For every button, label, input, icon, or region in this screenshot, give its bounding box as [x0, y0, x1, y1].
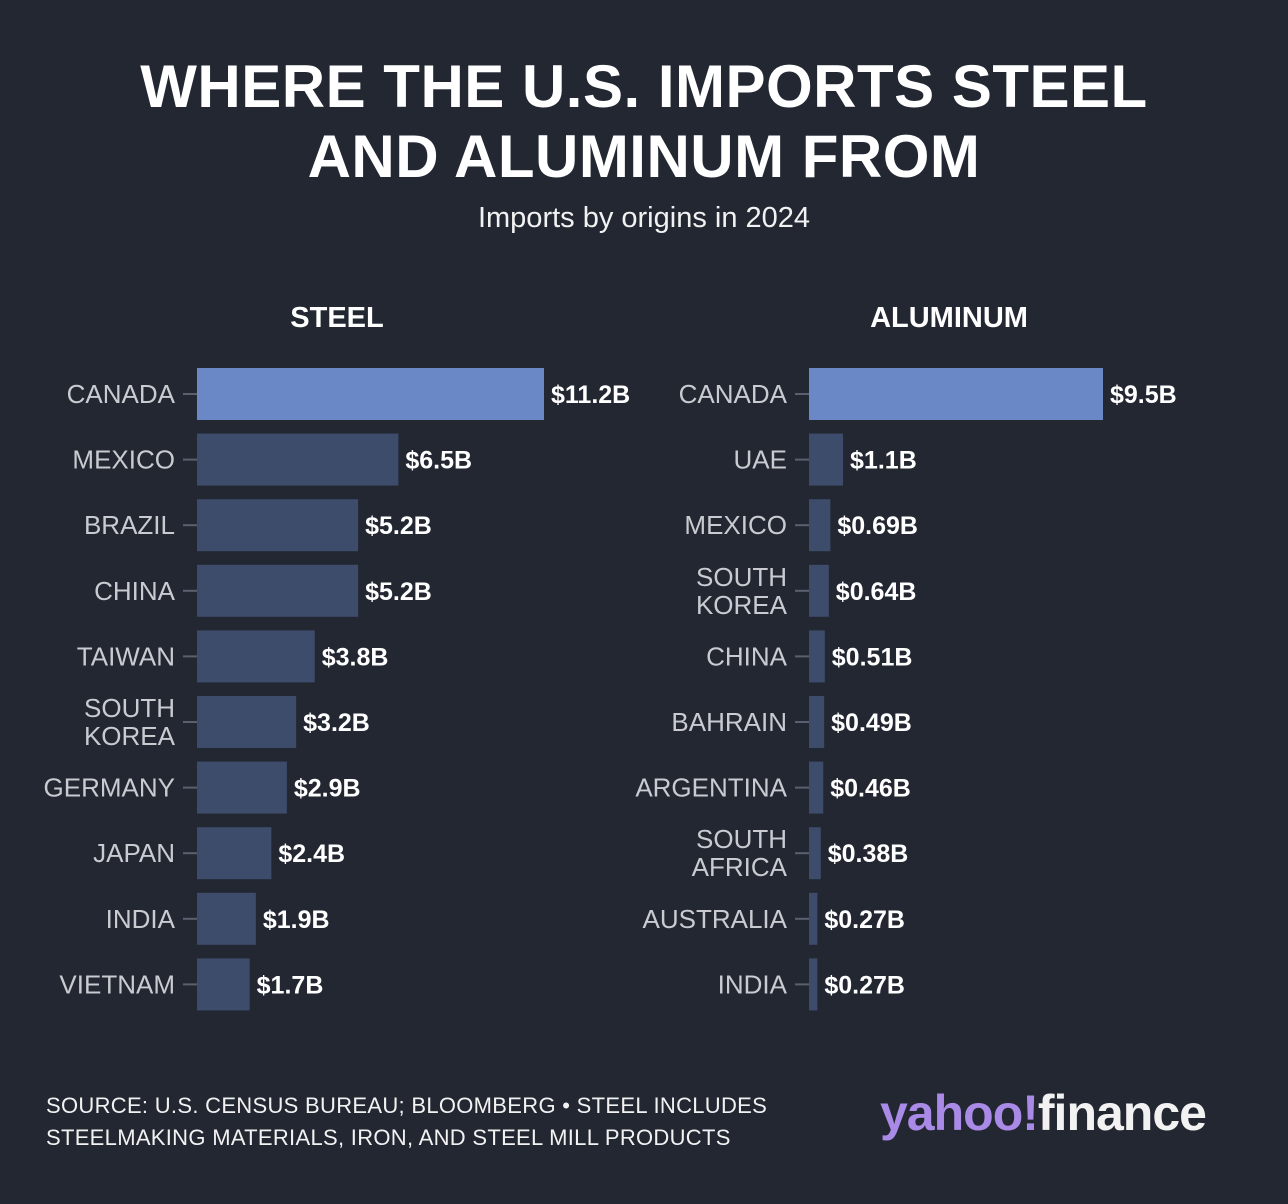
steel-value-label: $11.2B — [551, 381, 630, 409]
steel-category-label: SOUTH KOREA — [84, 693, 176, 751]
aluminum-category-label: AUSTRALIA — [643, 904, 788, 934]
steel-category-label: VIETNAM — [59, 969, 175, 999]
steel-category-label: CANADA — [67, 379, 176, 409]
steel-bar-brazil — [197, 499, 359, 552]
aluminum-category-label: UAE — [734, 445, 787, 475]
steel-value-label: $1.7B — [257, 971, 324, 999]
steel-bar-canada — [197, 368, 544, 420]
chart-title: WHERE THE U.S. IMPORTS STEEL AND ALUMINU… — [0, 52, 1288, 192]
steel-category-label: GERMANY — [44, 773, 175, 803]
aluminum-value-label: $0.27B — [824, 971, 905, 999]
logo-yahoo: yahoo! — [880, 1085, 1039, 1141]
steel-bar-vietnam — [197, 958, 250, 1011]
steel-bar-japan — [197, 827, 272, 880]
steel-value-label: $6.5B — [405, 447, 472, 475]
steel-category-label: INDIA — [106, 904, 176, 934]
aluminum-value-label: $9.5B — [1110, 381, 1177, 409]
aluminum-bar-india — [809, 958, 818, 1011]
steel-category-label: CHINA — [94, 576, 176, 606]
aluminum-value-label: $0.51B — [832, 643, 913, 671]
steel-bar-south-korea — [197, 696, 297, 748]
steel-category-label: BRAZIL — [84, 510, 175, 540]
aluminum-panel-title: ALUMINUM — [870, 302, 1028, 334]
aluminum-category-label: SOUTH KOREA — [696, 562, 788, 620]
steel-bar-india — [197, 892, 256, 945]
aluminum-bar-uae — [809, 433, 844, 486]
yahoo-finance-logo: yahoo!finance — [880, 1084, 1207, 1142]
steel-value-label: $2.9B — [294, 775, 361, 803]
aluminum-category-label: ARGENTINA — [635, 773, 787, 803]
bar-charts: CANADA $11.2B MEXICO $6.5B BRAZIL $5.2B CHINA $… — [44, 368, 1177, 1011]
source-line-2: STEELMAKING MATERIALS, IRON, AND STEEL M… — [46, 1125, 731, 1150]
chart-subtitle: Imports by origins in 2024 — [477, 202, 811, 234]
steel-value-label: $5.2B — [365, 578, 432, 606]
aluminum-category-label: BAHRAIN — [671, 707, 787, 737]
aluminum-value-label: $0.46B — [830, 775, 911, 803]
steel-value-label: $1.9B — [263, 906, 330, 934]
aluminum-bar-australia — [809, 892, 818, 945]
aluminum-category-label: MEXICO — [684, 510, 787, 540]
aluminum-category-label: CHINA — [706, 641, 788, 671]
steel-value-label: $2.4B — [278, 840, 345, 868]
aluminum-value-label: $0.27B — [824, 906, 905, 934]
aluminum-bar-canada — [809, 368, 1103, 420]
title-line-1: WHERE THE U.S. IMPORTS STEEL — [140, 53, 1148, 120]
steel-value-label: $3.8B — [322, 643, 389, 671]
aluminum-bar-mexico — [809, 499, 831, 552]
title-line-2: AND ALUMINUM FROM — [307, 123, 981, 190]
aluminum-bar-south-korea — [809, 564, 829, 617]
steel-bar-taiwan — [197, 630, 315, 683]
steel-bar-germany — [197, 761, 287, 814]
aluminum-bar-china — [809, 630, 825, 683]
aluminum-value-label: $0.64B — [836, 578, 917, 606]
aluminum-category-label: SOUTH AFRICA — [692, 824, 788, 882]
logo-finance: finance — [1037, 1085, 1207, 1141]
steel-category-label: TAIWAN — [77, 641, 175, 671]
aluminum-category-label: CANADA — [679, 379, 788, 409]
aluminum-value-label: $1.1B — [850, 447, 917, 475]
aluminum-bar-bahrain — [809, 696, 825, 748]
steel-value-label: $5.2B — [365, 512, 432, 540]
steel-bar-mexico — [197, 433, 399, 486]
steel-bar-china — [197, 564, 359, 617]
aluminum-value-label: $0.38B — [828, 840, 909, 868]
aluminum-category-label: INDIA — [718, 969, 788, 999]
steel-panel-title: STEEL — [290, 302, 384, 334]
source-note: SOURCE: U.S. CENSUS BUREAU; BLOOMBERG • … — [46, 1090, 767, 1154]
aluminum-value-label: $0.69B — [837, 512, 918, 540]
aluminum-value-label: $0.49B — [831, 709, 912, 737]
aluminum-bar-argentina — [809, 761, 824, 814]
source-line-1: SOURCE: U.S. CENSUS BUREAU; BLOOMBERG • … — [46, 1093, 768, 1118]
steel-category-label: JAPAN — [93, 838, 175, 868]
steel-category-label: MEXICO — [72, 445, 175, 475]
steel-value-label: $3.2B — [303, 709, 370, 737]
aluminum-bar-south-africa — [809, 827, 821, 880]
